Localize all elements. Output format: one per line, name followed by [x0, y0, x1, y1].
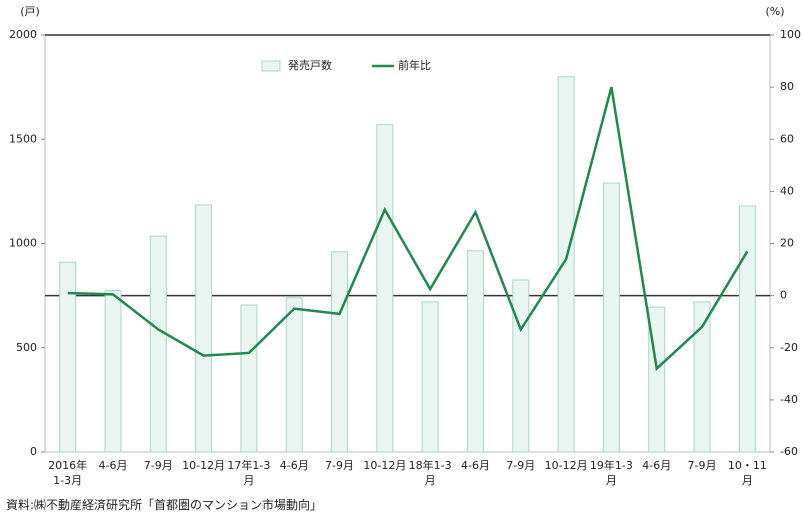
bar: [195, 204, 213, 453]
x-tick-label: 10-12月: [182, 459, 226, 472]
bar: [693, 301, 711, 453]
x-tick-label: 7-9月: [687, 459, 717, 472]
y2-tick-label: 60: [780, 132, 794, 145]
y2-tick-label: -60: [780, 445, 798, 458]
x-tick-label: 18年1-3 月: [408, 459, 452, 487]
bar: [557, 76, 575, 453]
y-tick-label: 1000: [9, 237, 37, 250]
line: [67, 86, 749, 372]
legend-label: 発売戸数: [288, 58, 332, 72]
y2-tick-label: 20: [780, 237, 794, 250]
y2-tick-label: 80: [780, 80, 794, 93]
y-tick-label: 0: [30, 445, 37, 458]
y2-tick-label: 100: [780, 28, 801, 41]
bar: [59, 261, 77, 453]
x-tick-label: 10-12月: [544, 459, 588, 472]
bar: [376, 124, 394, 453]
x-tick-label: 7-9月: [143, 459, 173, 472]
x-tick-label: 7-9月: [506, 459, 536, 472]
x-tick-label: 4-6月: [460, 459, 490, 472]
y2-tick-label: -20: [780, 341, 798, 354]
bar: [240, 304, 258, 453]
y2-axis-label: (%): [765, 5, 784, 18]
x-tick-label: 10・11 月: [727, 459, 767, 487]
bar: [149, 235, 167, 453]
x-tick-label: 19年1-3 月: [589, 459, 633, 487]
y2-tick-label: 0: [780, 289, 787, 302]
bar: [331, 251, 349, 453]
bar: [285, 297, 303, 453]
y-tick-label: 2000: [9, 28, 37, 41]
y-axis-label: (戸): [20, 5, 40, 18]
bar: [421, 301, 439, 453]
y-tick-label: 500: [16, 341, 37, 354]
source: 資料:㈱不動産経済研究所「首都圏のマンション市場動向」: [6, 498, 323, 512]
bar: [466, 250, 484, 453]
x-tick-label: 7-9月: [325, 459, 355, 472]
x-tick-label: 4-6月: [279, 459, 309, 472]
y2-tick-label: 40: [780, 184, 794, 197]
legend-label: 前年比: [398, 58, 431, 72]
x-tick-label: 4-6月: [642, 459, 672, 472]
x-tick-label: 2016年 1-3月: [48, 459, 88, 487]
y-tick-label: 1500: [9, 132, 37, 145]
legend-swatch: [261, 60, 281, 72]
x-tick-label: 17年1-3 月: [227, 459, 271, 487]
bar: [602, 182, 620, 453]
x-tick-label: 4-6月: [98, 459, 128, 472]
bar: [104, 289, 122, 453]
x-tick-label: 10-12月: [363, 459, 407, 472]
bar: [512, 279, 530, 453]
y2-tick-label: -40: [780, 393, 798, 406]
bar: [738, 205, 756, 453]
